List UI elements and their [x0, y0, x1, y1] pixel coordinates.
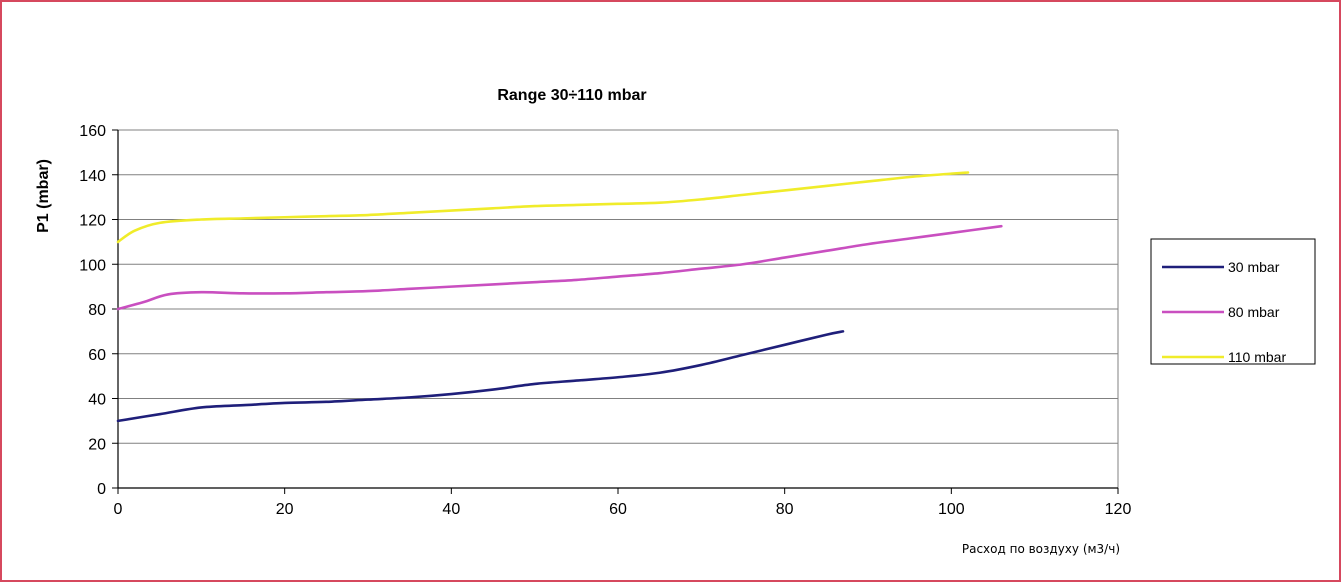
y-tick-label-120: 120: [79, 213, 106, 230]
x-tick-label-120: 120: [1105, 501, 1132, 518]
x-tick-label-100: 100: [938, 501, 965, 518]
x-tick-label-60: 60: [609, 501, 627, 518]
y-tick-label-80: 80: [88, 302, 106, 319]
grid-lines: [118, 129, 1119, 488]
tick-labels: 0 20 40 60 80 100 120 140 160 0 20 40 60 80 100 120: [79, 123, 1131, 518]
x-tick-label-0: 0: [114, 501, 123, 518]
y-tick-label-100: 100: [79, 257, 106, 274]
legend-box: [1150, 238, 1316, 365]
series-lines: [116, 171, 1003, 423]
axes: [112, 129, 1119, 494]
series-line-80-mbar: [116, 224, 1003, 311]
legend-label-30-mbar: 30 mbar: [1228, 259, 1280, 275]
x-tick-label-80: 80: [776, 501, 794, 518]
y-tick-label-20: 20: [88, 436, 106, 453]
x-axis-label: Расход по воздуху (м3/ч): [962, 542, 1120, 556]
series-line-110-mbar: [116, 171, 970, 244]
legend: 30 mbar 80 mbar 110 mbar: [1150, 238, 1316, 365]
x-tick-label-20: 20: [276, 501, 294, 518]
y-tick-label-40: 40: [88, 392, 106, 409]
series-line-30-mbar: [116, 330, 845, 423]
y-tick-label-140: 140: [79, 168, 106, 185]
y-axis-label: P1 (mbar): [35, 159, 52, 233]
y-tick-label-60: 60: [88, 347, 106, 364]
legend-label-80-mbar: 80 mbar: [1228, 304, 1280, 320]
y-tick-label-160: 160: [79, 123, 106, 140]
chart-title: Range 30÷110 mbar: [497, 87, 646, 104]
legend-label-110-mbar: 110 mbar: [1228, 349, 1286, 365]
y-tick-label-0: 0: [97, 481, 106, 498]
x-tick-label-40: 40: [442, 501, 460, 518]
